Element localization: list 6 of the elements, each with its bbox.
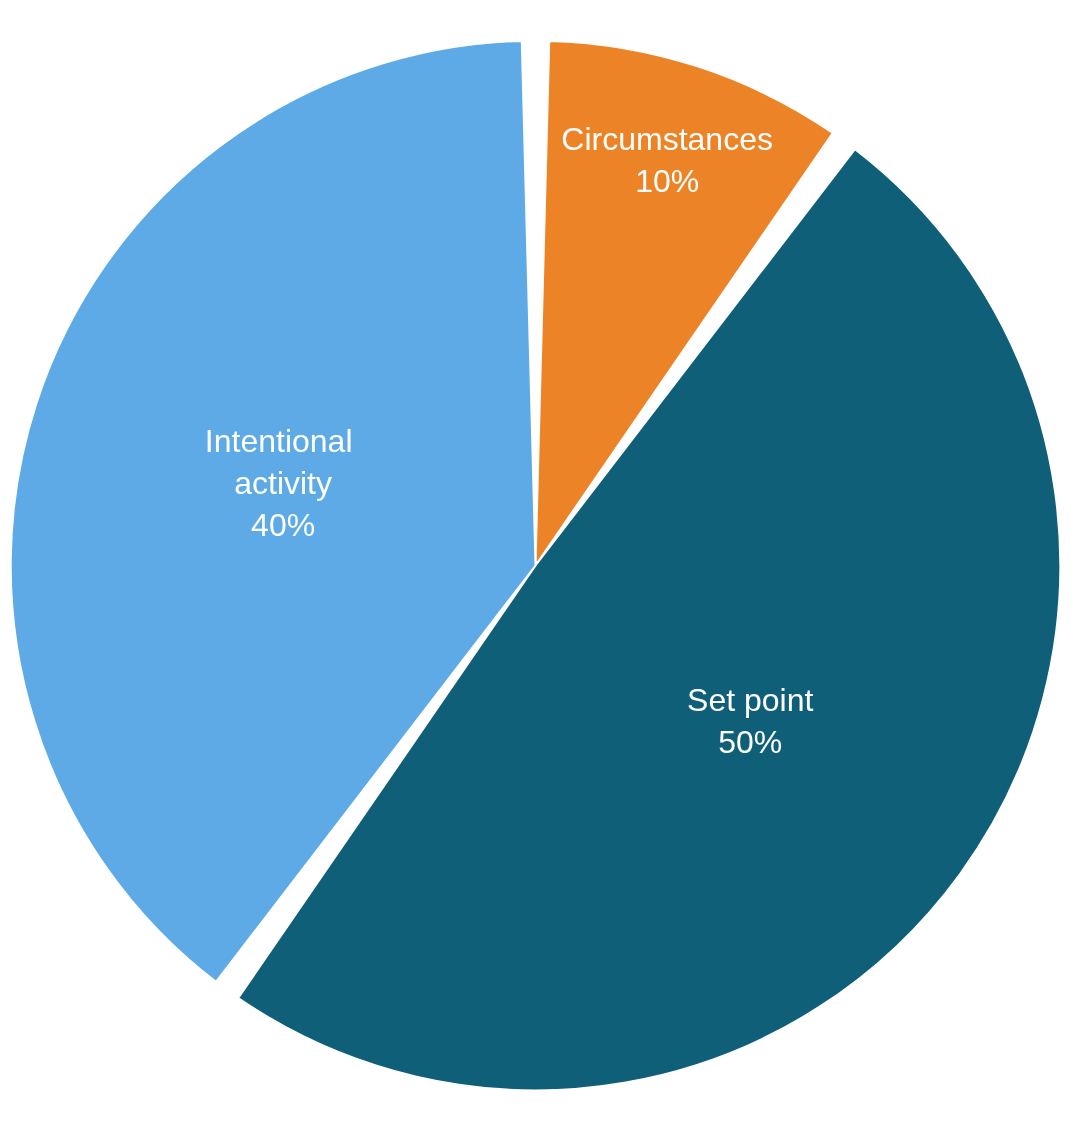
slice-label: Circumstances xyxy=(561,121,773,158)
slice-label: Set point xyxy=(687,682,814,719)
data-label: 40% xyxy=(251,507,316,544)
data-label: 10% xyxy=(635,163,700,200)
data-label: 50% xyxy=(718,724,783,761)
slice-label: Intentional activity xyxy=(204,423,362,502)
